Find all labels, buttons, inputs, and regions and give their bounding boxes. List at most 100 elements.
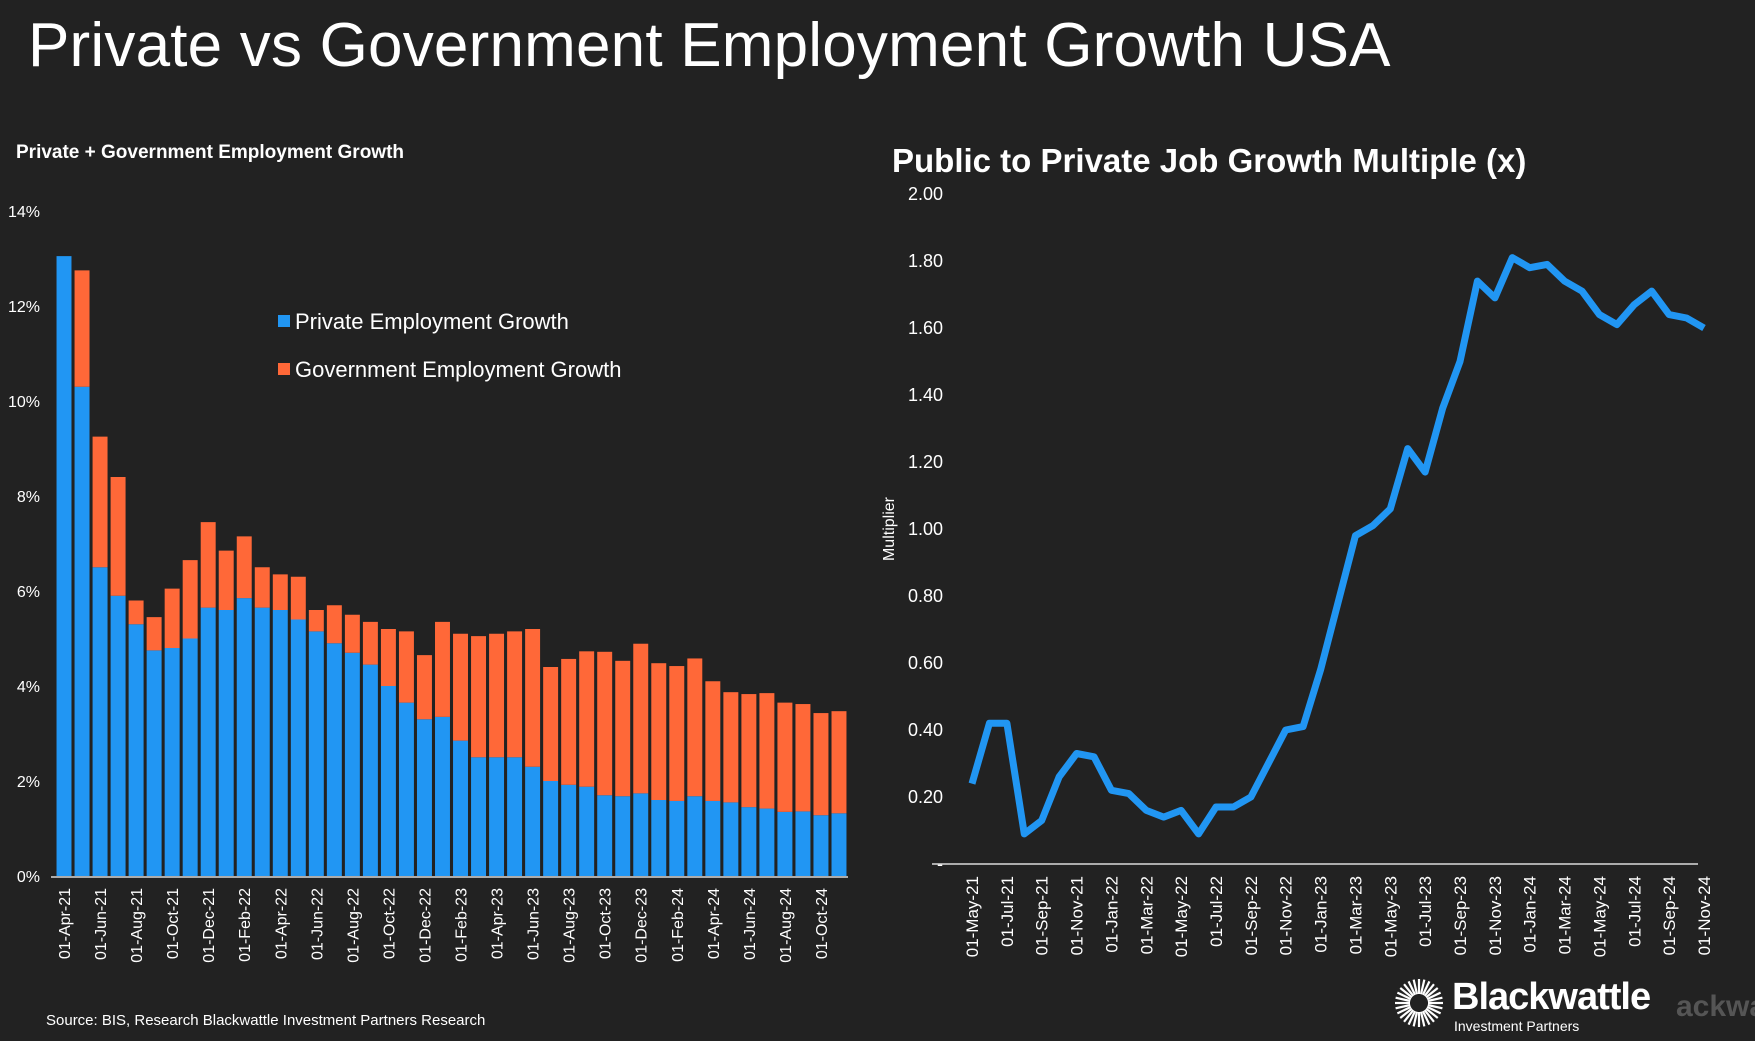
bar-private (687, 796, 703, 876)
x-tick-label: 01-Apr-22 (273, 888, 290, 959)
x-tick-label: 01-Jan-23 (1312, 876, 1331, 953)
bar-government (272, 574, 288, 610)
y-tick-label: 0.40 (908, 720, 943, 740)
x-tick-label: 01-Dec-23 (634, 888, 651, 963)
bar-private (489, 757, 505, 876)
x-tick-label: 01-Jun-22 (309, 888, 326, 960)
bar-private (416, 719, 432, 876)
sunburst-ray (1423, 983, 1435, 997)
x-tick-label: 01-May-21 (963, 876, 982, 957)
sunburst-ray (1403, 1009, 1415, 1023)
brand-subtitle: Investment Partners (1454, 1018, 1580, 1034)
sunburst-ray (1421, 1010, 1431, 1026)
x-tick-label: 01-Jul-22 (1207, 876, 1226, 947)
y-tick-label: 0.80 (908, 586, 943, 606)
x-tick-label: 01-Jun-23 (526, 888, 543, 960)
bar-government (561, 658, 577, 785)
bar-private (633, 793, 649, 876)
x-tick-label: 01-Dec-21 (201, 888, 218, 963)
bar-government (308, 610, 324, 632)
bar-government (128, 600, 144, 625)
bar-government (759, 693, 775, 809)
bar-private (705, 800, 721, 876)
sunburst-ray (1423, 1009, 1435, 1023)
bar-government (416, 655, 432, 720)
x-tick-label: 01-Feb-23 (454, 888, 471, 962)
line-series-multiplier (968, 254, 1706, 838)
y-tick-label: 10% (8, 394, 40, 411)
bar-government (651, 663, 667, 800)
bar-government (200, 522, 216, 608)
sunburst-ray (1426, 1005, 1442, 1015)
sunburst-ray (1403, 983, 1415, 997)
bar-government (435, 621, 450, 717)
y-tick-label: 2% (17, 774, 40, 791)
y-tick-label: 1.00 (908, 519, 943, 539)
bar-private (651, 800, 667, 876)
x-tick-label: 01-Apr-24 (706, 888, 723, 959)
sunburst-ray (1395, 1003, 1411, 1010)
bar-government (74, 270, 90, 387)
x-tick-label: 01-Feb-22 (237, 888, 254, 962)
sunburst-ray (1407, 1010, 1417, 1026)
x-tick-label: 01-Aug-23 (562, 888, 579, 963)
line-chart-title: Public to Private Job Growth Multiple (x… (892, 142, 1527, 179)
brand-ghost-text: ackwa (1676, 990, 1755, 1023)
bar-private (398, 702, 414, 876)
bar-private (110, 595, 126, 876)
sunburst-ray (1425, 987, 1439, 999)
y-tick-label: 8% (17, 489, 40, 506)
bar-government (831, 711, 847, 814)
bar-government (489, 633, 505, 758)
bar-government (705, 681, 721, 801)
y-tick-label: 2.00 (908, 184, 943, 204)
x-tick-label: 01-Mar-23 (1346, 876, 1365, 954)
bar-government (579, 651, 595, 787)
x-tick-label: 01-Aug-22 (345, 888, 362, 963)
bar-private (326, 643, 342, 876)
bar-government (633, 643, 649, 794)
bar-private (362, 664, 378, 876)
y-tick-label: 6% (17, 584, 40, 601)
sunburst-ray (1407, 980, 1417, 996)
x-tick-label: 01-Mar-24 (1556, 876, 1575, 954)
y-tick-label: 0.60 (908, 653, 943, 673)
bar-private (254, 607, 270, 876)
x-tick-label: 01-Jun-21 (93, 888, 110, 960)
bar-government (507, 631, 523, 758)
x-tick-label: 01-May-24 (1590, 876, 1609, 957)
sunburst-ray (1399, 987, 1413, 999)
bar-private (236, 598, 252, 876)
bar-private (453, 740, 468, 876)
y-tick-label: 1.60 (908, 318, 943, 338)
x-tick-label: 01-Sep-24 (1660, 876, 1679, 955)
bar-private (146, 650, 162, 876)
x-tick-label: 01-May-23 (1381, 876, 1400, 957)
x-tick-label: 01-Nov-23 (1486, 876, 1505, 955)
x-tick-label: 01-May-22 (1172, 876, 1191, 957)
legend-swatch-private (278, 315, 290, 327)
sunburst-ray (1426, 991, 1442, 1001)
bar-private (561, 784, 577, 876)
x-tick-label: 01-Oct-23 (598, 888, 615, 959)
x-tick-label: 01-Nov-24 (1695, 876, 1714, 955)
y-tick-label: 14% (8, 204, 40, 221)
y-tick-label: 0% (17, 869, 40, 886)
x-tick-label: 01-Apr-21 (57, 888, 74, 959)
bar-government (687, 658, 703, 797)
page-title: Private vs Government Employment Growth … (28, 11, 1391, 80)
sunburst-ray (1396, 991, 1412, 1001)
bar-government (471, 636, 487, 758)
brand-name: Blackwattle (1452, 976, 1651, 1018)
bar-government (615, 660, 631, 797)
sunburst-icon (1395, 979, 1443, 1027)
sunburst-ray (1412, 979, 1419, 995)
bar-private (128, 624, 144, 876)
x-tick-label: 01-Feb-24 (670, 888, 687, 962)
bar-private (579, 786, 595, 876)
bar-private (308, 631, 324, 876)
y-tick-label: 12% (8, 299, 40, 316)
bar-private (200, 607, 216, 876)
x-tick-label: 01-Nov-21 (1068, 876, 1087, 955)
